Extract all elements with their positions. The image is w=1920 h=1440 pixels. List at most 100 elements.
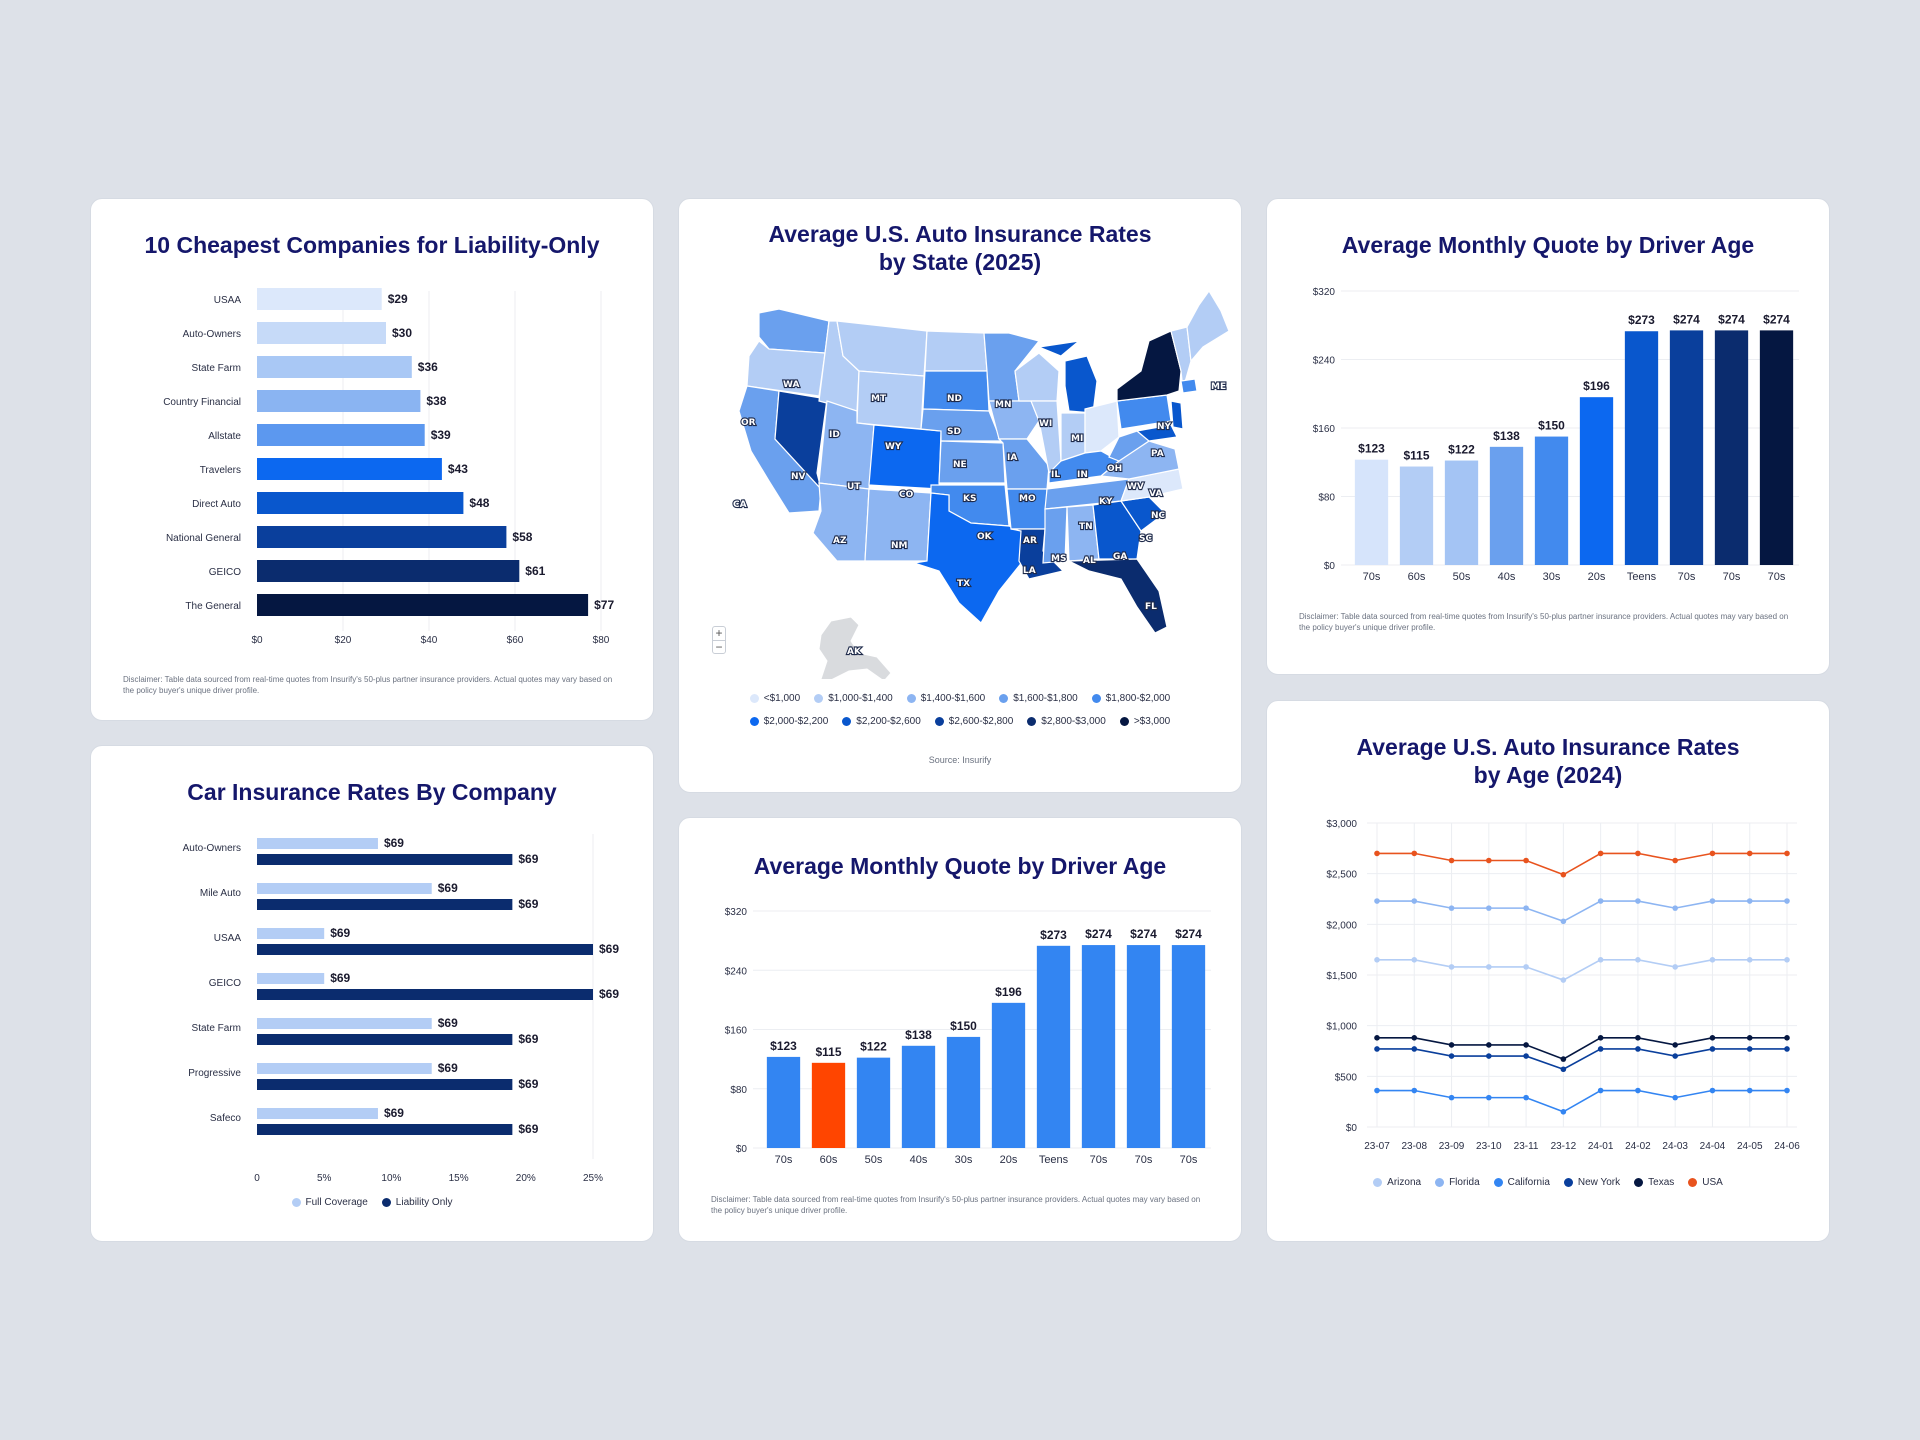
legend-california[interactable]: California [1493,1177,1550,1188]
category-label: USAA [214,933,242,944]
y-tick-label: $0 [1346,1123,1358,1134]
data-point [1560,1109,1567,1115]
state-mo[interactable] [997,438,1050,490]
data-point [1597,898,1604,904]
legend-dot-icon [814,694,824,703]
state-wy[interactable] [856,370,925,430]
state-wa[interactable] [758,308,830,354]
label-nd: ND [947,394,962,404]
age-top-disclaimer: Disclaimer: Table data sourced from real… [1299,612,1789,632]
state-new-england[interactable] [1170,326,1192,390]
x-tick-label: Teens [1627,571,1657,583]
state-ks[interactable] [938,440,1006,484]
legend-new-york[interactable]: New York [1563,1177,1620,1188]
bar-full-coverage [257,1018,432,1029]
data-point [1709,1087,1716,1094]
company-legend: Full Coverage Liability Only [91,1197,653,1208]
x-tick-label: $60 [507,635,524,646]
x-tick-label: 60s [1408,571,1426,583]
state-md[interactable] [1135,424,1178,442]
map-legend-item[interactable]: $2,200-$2,600 [842,716,921,727]
series-line-california [1377,1089,1787,1113]
map-legend-item[interactable]: $2,600-$2,800 [934,716,1014,727]
x-tick-label: 50s [865,1154,883,1166]
data-point [1635,1035,1641,1041]
label-pa: PA [1151,449,1164,459]
label-va: VA [1149,489,1162,499]
legend-florida[interactable]: Florida [1435,1177,1480,1188]
category-label: USAA [214,295,242,306]
map-legend-item[interactable]: >$3,000 [1119,716,1170,727]
state-tx[interactable] [913,492,1024,624]
x-tick-label: 23-07 [1364,1141,1390,1152]
x-tick-label: 23-09 [1439,1141,1465,1152]
category-label: Safeco [210,1113,242,1124]
map-legend-item[interactable]: $1,800-$2,000 [1091,693,1170,704]
legend-label: $2,600-$2,800 [948,716,1014,727]
state-sd[interactable] [922,370,990,412]
y-tick-label: $320 [725,907,748,918]
state-wv[interactable] [1108,430,1151,462]
map-legend-item[interactable]: $2,000-$2,200 [749,716,828,727]
map-legend-item[interactable]: <$1,000 [749,693,800,704]
map-legend-item[interactable]: $2,800-$3,000 [1027,716,1106,727]
value-label: $274 [1130,927,1157,941]
bar [257,322,386,344]
y-tick-label: $80 [1318,493,1335,504]
value-label: $123 [1358,442,1385,456]
state-nd[interactable] [924,330,988,372]
value-label: $69 [384,1106,404,1120]
state-ak[interactable] [789,616,892,679]
bar-full-coverage [257,838,378,849]
value-label: $69 [438,1016,458,1030]
legend-usa[interactable]: USA [1688,1177,1723,1188]
legend-texas[interactable]: Texas [1634,1177,1674,1188]
data-point [1374,898,1380,904]
legend-arizona[interactable]: Arizona [1373,1177,1421,1188]
legend-dot-icon [1435,1178,1445,1187]
liability-title: 10 Cheapest Companies for Liability-Only [144,232,600,258]
legend-liability-only[interactable]: Liability Only [381,1197,452,1208]
state-fl[interactable] [1068,558,1168,634]
bar [257,288,382,310]
bar [1126,945,1161,1148]
value-label: $274 [1085,927,1112,941]
bar [1579,397,1614,565]
zoom-in-button[interactable]: + [715,626,723,640]
state-oh[interactable] [1084,400,1120,454]
state-az[interactable] [812,482,870,562]
zoom-out-button[interactable]: − [713,640,725,654]
label-ky: KY [1099,497,1113,507]
bar-liability-only [257,944,593,955]
state-ct[interactable] [1180,378,1198,394]
state-ny[interactable] [1116,330,1182,402]
label-ca: CA [733,500,747,510]
company-title: Car Insurance Rates By Company [187,779,557,805]
map-legend-item[interactable]: $1,600-$1,800 [999,693,1078,704]
data-point [1746,1035,1753,1041]
category-label: State Farm [192,1023,241,1034]
value-label: $38 [426,394,446,408]
state-co[interactable] [868,424,942,490]
x-tick-label: 70s [1090,1154,1108,1166]
category-label: Mile Auto [200,888,242,899]
state-nj[interactable] [1170,400,1184,430]
bar [1399,466,1434,565]
x-tick-label: 24-05 [1737,1141,1763,1152]
data-point [1374,1046,1380,1052]
value-label: $122 [1448,443,1475,457]
legend-full-coverage[interactable]: Full Coverage [291,1197,368,1208]
bar [257,492,464,514]
value-label: $196 [1583,379,1610,393]
category-label: GEICO [209,567,241,578]
map-legend-item[interactable]: $1,000-$1,400 [814,693,893,704]
state-ms[interactable] [1042,506,1068,564]
series-line-new-york [1377,1048,1787,1071]
legend-dot-icon [1688,1178,1698,1187]
bar [1036,945,1071,1148]
map-legend-item[interactable]: $1,400-$1,600 [906,693,985,704]
legend-label: Texas [1648,1177,1675,1188]
state-ga[interactable] [1092,500,1142,560]
state-me[interactable] [1186,289,1230,363]
label-ny: NY [1157,422,1172,432]
